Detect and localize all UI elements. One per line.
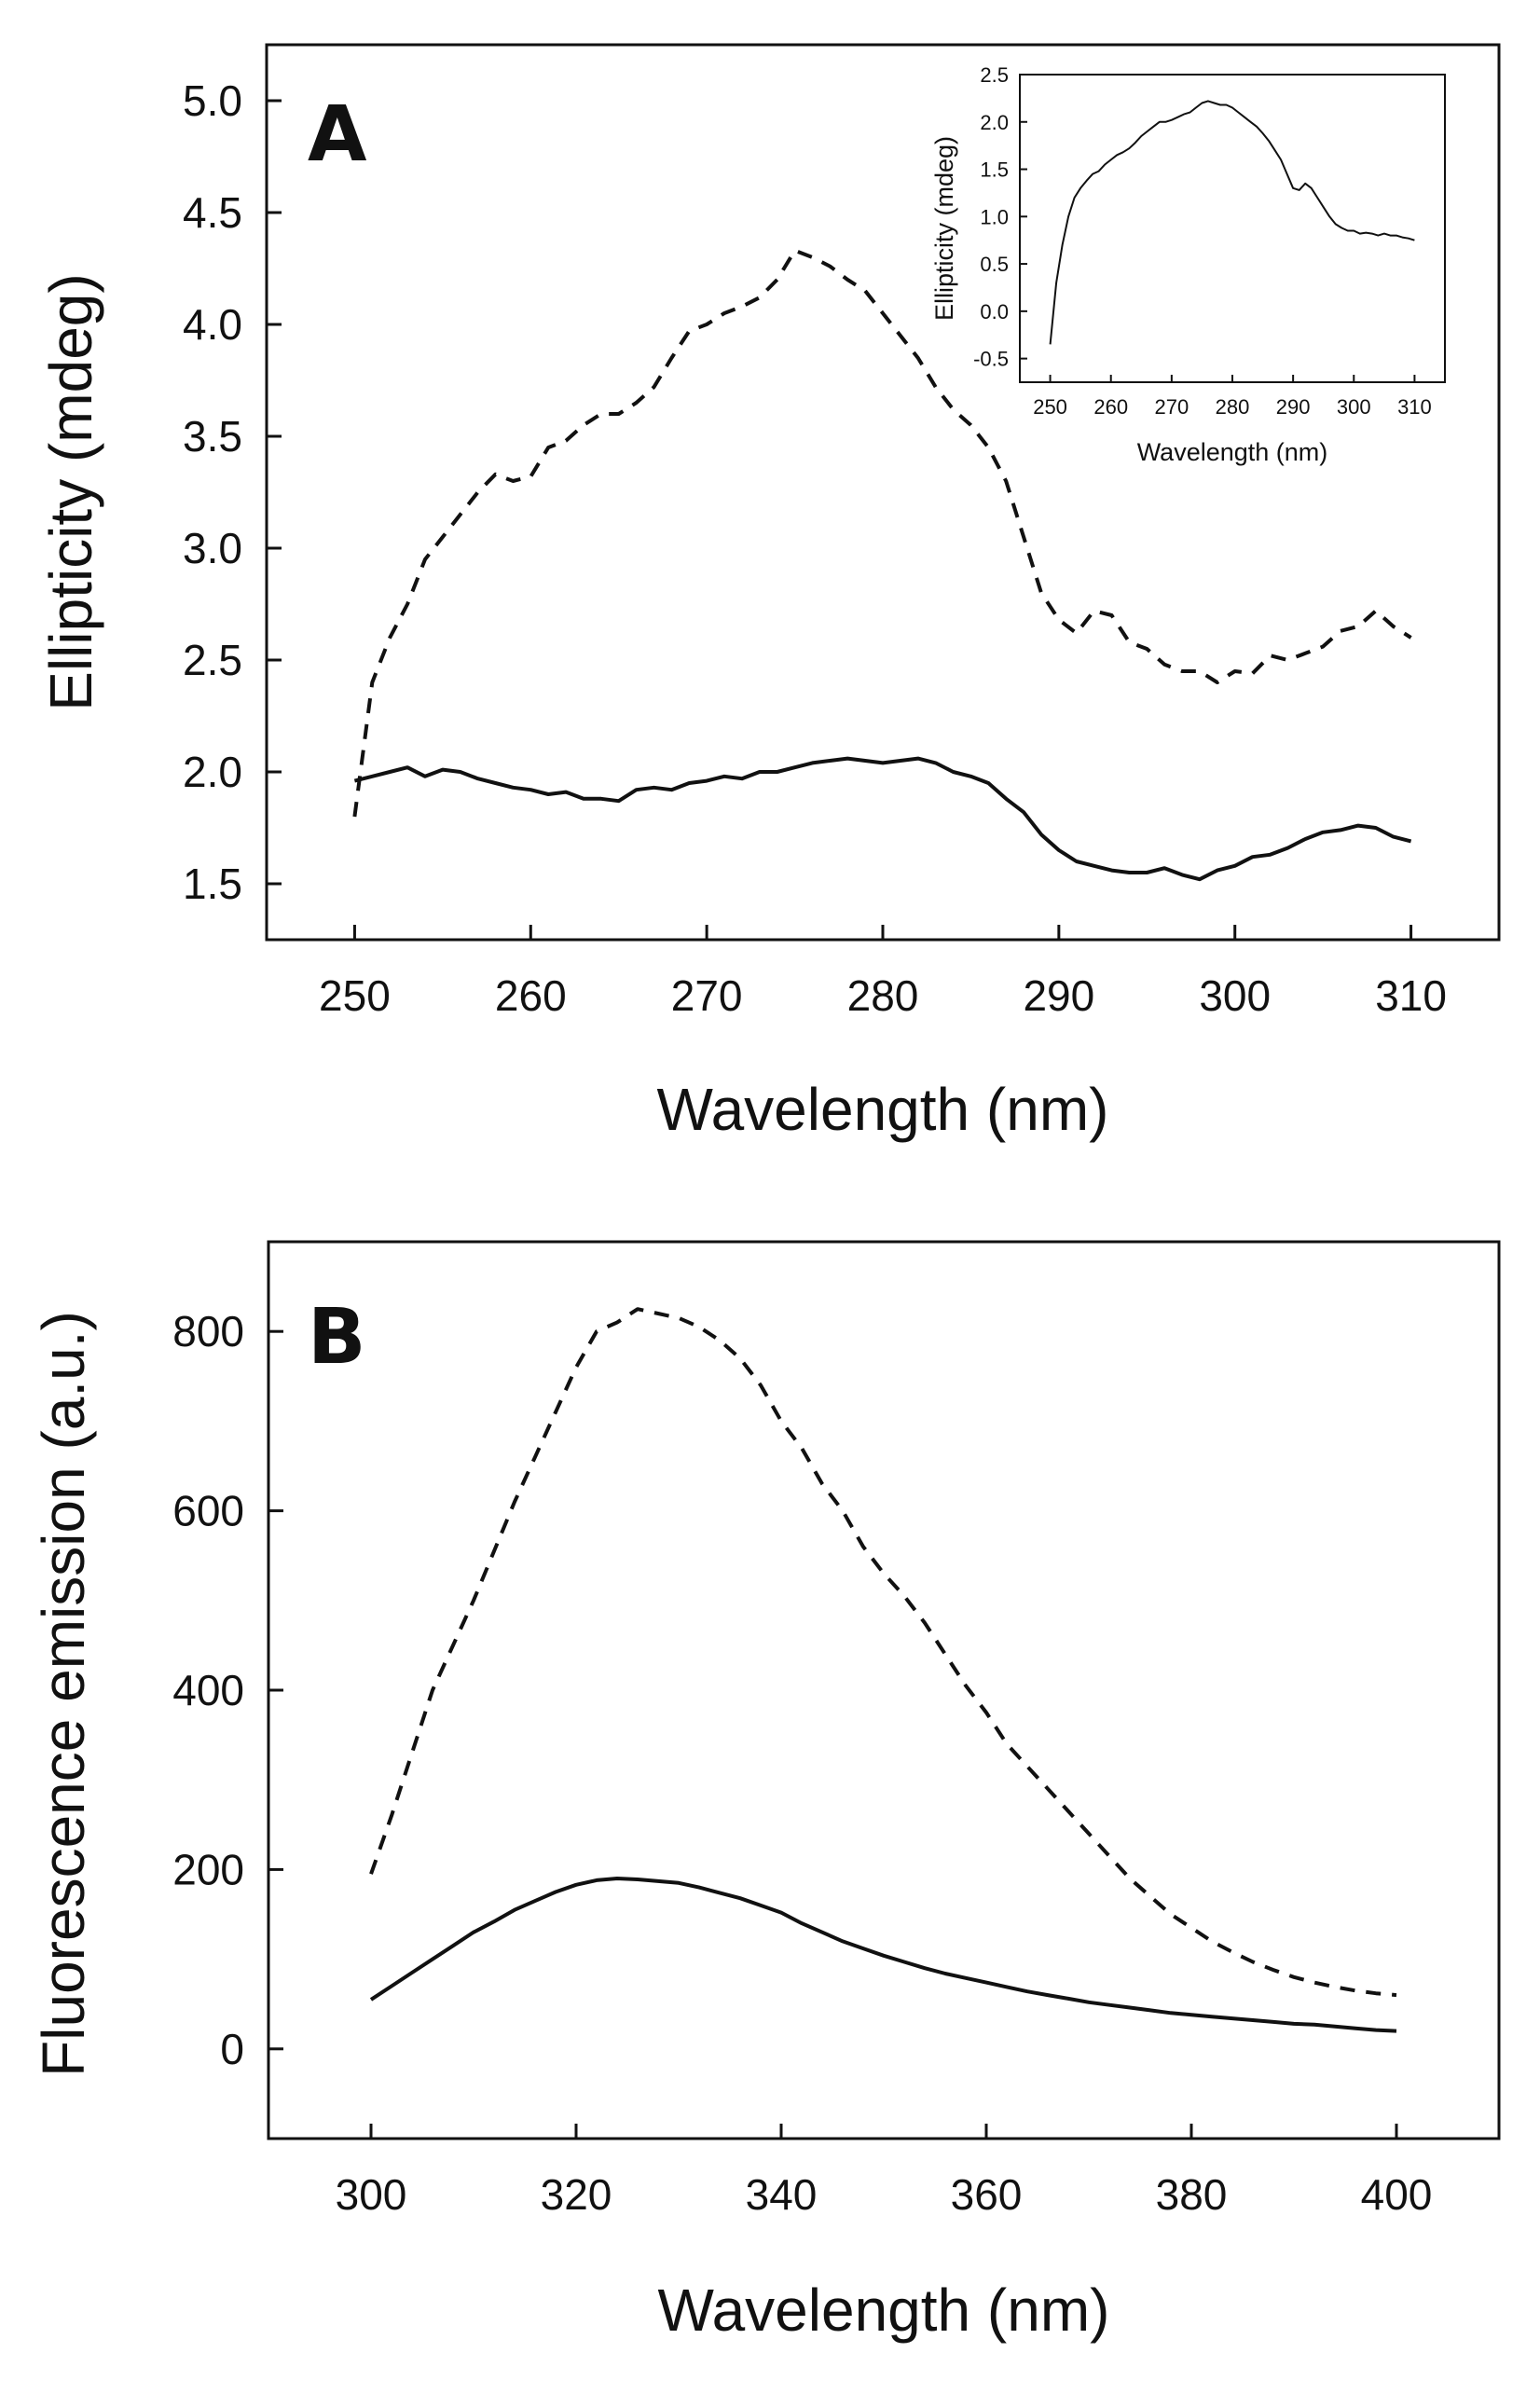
inset-x-axis-label: Wavelength (nm) (1137, 438, 1328, 466)
chart-a-x-tick-label: 290 (1023, 971, 1094, 1020)
inset-chart: 250 260 270 280 290 300 310 -0.5 0.0 0.5 1.0 1.5 2.0… (930, 63, 1446, 466)
y-axis-label-a: Ellipticity (mdeg) (37, 273, 104, 710)
inset-y-tick-label: -0.5 (973, 348, 1009, 371)
x-axis-label-b: Wavelength (nm) (658, 2277, 1110, 2344)
inset-x-tick-label: 280 (1216, 395, 1250, 419)
x-axis-label-a: Wavelength (nm) (657, 1076, 1109, 1143)
inset-x-tick-label: 300 (1337, 395, 1371, 419)
chart-b-series-dashed (369, 1307, 1397, 1998)
chart-a-y-tick-label: 2.0 (183, 748, 242, 796)
inset-y-tick-label: 1.5 (980, 158, 1009, 182)
inset-x-tick-label: 310 (1397, 395, 1432, 419)
inset-x-tick-label: 250 (1033, 395, 1067, 419)
chart-a-x-tick-label: 250 (319, 971, 391, 1020)
inset-x-tick-label: 270 (1154, 395, 1189, 419)
inset-plot-area (1019, 74, 1446, 383)
chart-a-series-dashed (352, 248, 1412, 818)
chart-a-x-tick-label: 280 (847, 971, 919, 1020)
chart-b-series-solid (369, 1877, 1397, 2033)
chart-a-y-tick-label: 3.5 (183, 412, 242, 461)
chart-b-x-tick-label: 300 (336, 2170, 407, 2219)
chart-b-y-tick-label: 0 (220, 2025, 244, 2073)
inset-y-axis-label: Ellipticity (mdeg) (930, 136, 958, 321)
chart-a-y-tick-label: 4.0 (183, 300, 242, 349)
inset-y-tick-label: 2.0 (980, 111, 1009, 134)
chart-a-y-tick-label: 5.0 (183, 76, 242, 125)
series-group-b (369, 1307, 1397, 2033)
chart-b-x-tick-label: 340 (746, 2170, 818, 2219)
chart-a-x-tick-label: 310 (1375, 971, 1447, 1020)
inset-series-difference (1049, 100, 1415, 345)
inset-y-tick-label: 2.5 (980, 63, 1009, 87)
chart-b-x-tick-label: 380 (1156, 2170, 1228, 2219)
inset-x-tick-label: 260 (1093, 395, 1128, 419)
chart-b-y-tick-label: 800 (172, 1307, 244, 1355)
axes-a: 250 260 270 280 290 300 310 1.5 2.0 2.5 3.0 3.5 4.0 4… (183, 76, 1447, 1020)
chart-a-y-tick-label: 1.5 (183, 860, 242, 908)
chart-a-y-tick-label: 4.5 (183, 188, 242, 237)
series-group-a (352, 248, 1412, 882)
y-axis-label-b: Fluorescence emission (a.u.) (30, 1311, 97, 2077)
chart-a-series-solid (353, 756, 1412, 882)
inset-y-tick-label: 0.0 (980, 300, 1009, 323)
chart-a-x-tick-label: 300 (1199, 971, 1271, 1020)
chart-a-x-tick-label: 260 (495, 971, 567, 1020)
chart-b-y-tick-label: 600 (172, 1487, 244, 1535)
chart-b-y-tick-label: 200 (172, 1845, 244, 1893)
chart-a-y-tick-label: 3.0 (183, 524, 242, 572)
axes-b: 300 320 340 360 380 400 0 200 400 600 800 (172, 1307, 1432, 2219)
chart-panel-a: A 250 260 270 280 290 300 310 1.5 2.0 2.5 3.0 3.5 4.… (37, 43, 1501, 1143)
chart-b-x-tick-label: 320 (541, 2170, 612, 2219)
plot-area-b (267, 1240, 1501, 2140)
inset-series-group (1049, 100, 1415, 345)
chart-b-y-tick-label: 400 (172, 1666, 244, 1714)
chart-a-x-tick-label: 270 (671, 971, 743, 1020)
chart-b-x-tick-label: 360 (951, 2170, 1023, 2219)
inset-y-tick-label: 1.0 (980, 205, 1009, 228)
chart-a-y-tick-label: 2.5 (183, 636, 242, 684)
panel-letter-b: B (308, 1293, 366, 1382)
chart-panel-b: B 300 320 340 360 380 400 0 200 400 600 800 Wavele… (30, 1240, 1501, 2344)
inset-x-tick-label: 290 (1276, 395, 1311, 419)
inset-y-tick-label: 0.5 (980, 253, 1009, 276)
inset-axes: 250 260 270 280 290 300 310 -0.5 0.0 0.5 1.0 1.5 2.0… (973, 63, 1432, 419)
chart-b-x-tick-label: 400 (1361, 2170, 1433, 2219)
panel-letter-a: A (308, 90, 367, 179)
